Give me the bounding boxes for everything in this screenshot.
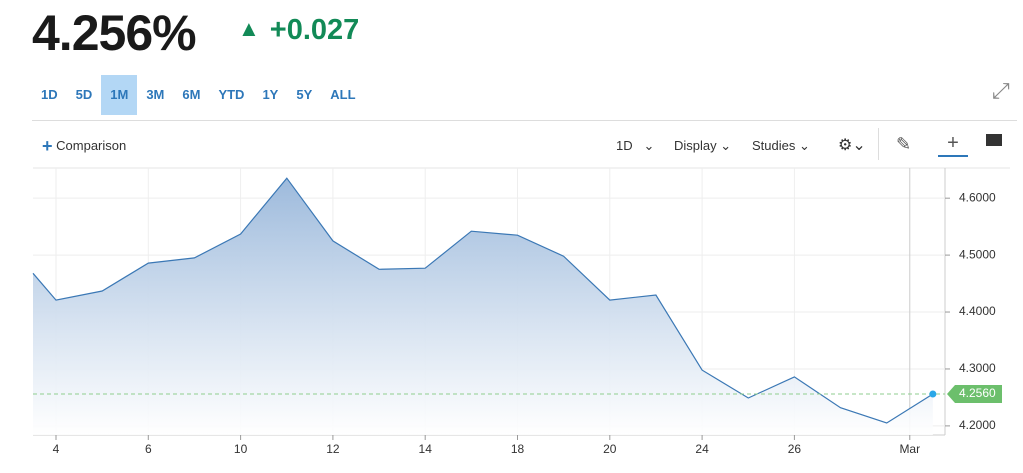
interval-label: 1D bbox=[616, 138, 633, 153]
up-arrow: ▲ bbox=[238, 16, 260, 41]
x-tick-label: 26 bbox=[788, 442, 802, 456]
last-point bbox=[929, 390, 937, 398]
last-value-tag bbox=[947, 385, 1002, 404]
studies-label: Studies bbox=[752, 138, 796, 153]
line bbox=[32, 177, 934, 424]
range-button[interactable]: 1D bbox=[41, 87, 58, 102]
x-tick-label: 20 bbox=[603, 442, 617, 456]
plus-icon: + bbox=[42, 136, 53, 156]
x-tick-label: 18 bbox=[511, 442, 525, 456]
change-value: +0.027 bbox=[269, 14, 360, 46]
x-tick-label: 4 bbox=[53, 442, 60, 456]
settings-button[interactable]: ⚙⌄ bbox=[838, 137, 866, 154]
separator bbox=[878, 128, 879, 160]
divider bbox=[32, 120, 1017, 121]
x-tick-label: 12 bbox=[326, 442, 340, 456]
fullscreen-icon[interactable]: ⤢ bbox=[992, 78, 1010, 103]
range-button[interactable]: 5Y bbox=[296, 87, 313, 102]
x-tick-label: 14 bbox=[419, 442, 433, 456]
change: ▲ +0.027 bbox=[238, 14, 359, 47]
y-tick-label: 4.4000 bbox=[959, 304, 996, 318]
range-button[interactable]: YTD bbox=[218, 87, 245, 102]
x-tick-label: 24 bbox=[695, 442, 709, 456]
comment-button[interactable] bbox=[986, 134, 1002, 146]
price: 4.256% bbox=[32, 5, 197, 61]
x-tick-label: Mar bbox=[899, 442, 920, 456]
x-tick-label: 6 bbox=[145, 442, 152, 456]
comparison-label: Comparison bbox=[56, 138, 127, 153]
crosshair-button[interactable]: + bbox=[938, 132, 968, 157]
display-label: Display bbox=[674, 138, 717, 153]
range-button[interactable]: 3M bbox=[146, 87, 165, 102]
toolbar: + Comparison 1D ⌄ Display ⌄ Studies ⌄ ⚙⌄… bbox=[42, 128, 1003, 160]
x-tick-label: 10 bbox=[234, 442, 248, 456]
range-button[interactable]: 1M bbox=[101, 75, 138, 115]
y-tick-label: 4.3000 bbox=[959, 361, 996, 375]
range-buttons: 1D 5D 1M 3M 6M YTD 1Y 5Y ALL bbox=[32, 75, 365, 115]
last-value-label: 4.2560 bbox=[959, 386, 996, 400]
y-tick-label: 4.5000 bbox=[959, 247, 996, 261]
range-button[interactable]: 6M bbox=[182, 87, 201, 102]
range-button[interactable]: ALL bbox=[330, 87, 356, 102]
range-button[interactable]: 5D bbox=[75, 87, 93, 102]
draw-button[interactable]: ✎ bbox=[896, 134, 912, 154]
studies-button[interactable]: Studies ⌄ bbox=[752, 138, 810, 153]
area-fill bbox=[33, 178, 933, 435]
range-button[interactable]: 1Y bbox=[262, 87, 279, 102]
y-tick-label: 4.2000 bbox=[959, 418, 996, 432]
comparison-button[interactable]: + Comparison bbox=[42, 136, 126, 157]
display-button[interactable]: Display ⌄ bbox=[674, 138, 732, 153]
interval-button[interactable]: 1D ⌄ bbox=[616, 138, 655, 153]
y-tick-label: 4.6000 bbox=[959, 190, 996, 204]
